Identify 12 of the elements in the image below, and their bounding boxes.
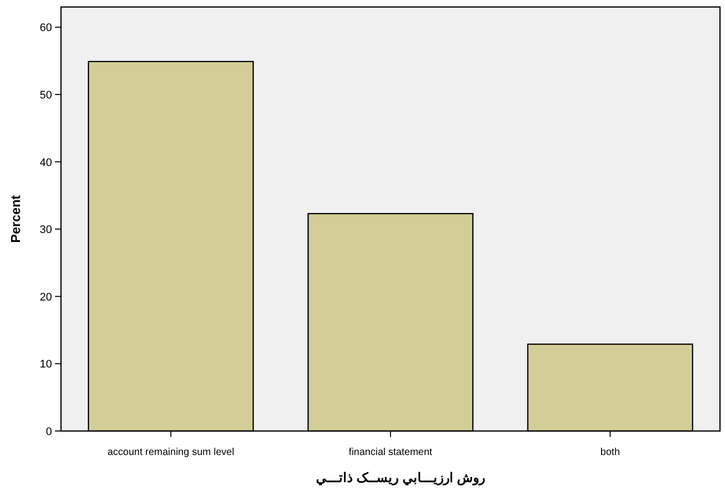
x-axis-title: روش ارزيـــابي ريســک ذاتـــي (316, 470, 485, 486)
y-axis-title: Percent (8, 194, 23, 243)
y-tick-label: 10 (40, 358, 52, 371)
x-tick-label: account remaining sum level (107, 447, 234, 458)
x-tick-label: financial statement (348, 447, 432, 458)
y-tick-label: 60 (40, 22, 52, 34)
y-tick-label: 0 (46, 426, 52, 438)
y-tick-label: 50 (40, 89, 52, 102)
y-tick-label: 20 (40, 291, 52, 304)
x-tick-label: both (600, 447, 620, 458)
y-tick-label: 40 (40, 156, 52, 169)
y-tick-label: 30 (40, 224, 52, 236)
